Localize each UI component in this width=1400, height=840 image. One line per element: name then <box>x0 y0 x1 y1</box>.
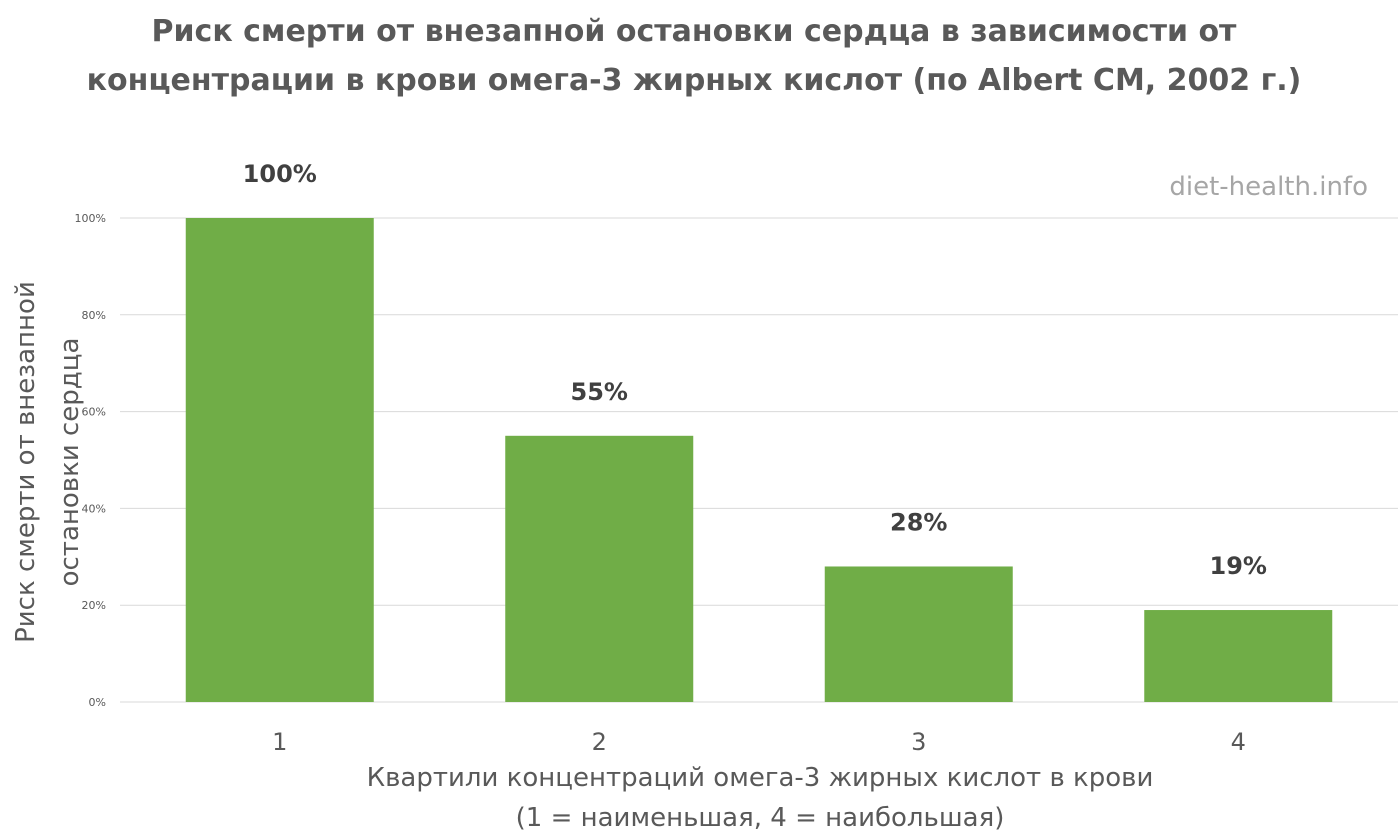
data-label: 55% <box>571 378 628 406</box>
data-label: 100% <box>243 160 317 188</box>
bar <box>185 218 374 702</box>
data-label: 19% <box>1210 552 1267 580</box>
y-tick-label: 100% <box>75 212 106 225</box>
y-tick-label: 80% <box>82 309 106 322</box>
y-tick-label: 0% <box>89 696 106 709</box>
data-label: 28% <box>890 508 947 536</box>
chart-title-line-1: Риск смерти от внезапной остановки сердц… <box>151 14 1237 49</box>
y-tick-label: 40% <box>82 502 106 515</box>
y-tick-label: 60% <box>82 406 106 419</box>
bar <box>1144 610 1333 702</box>
x-tick-label: 4 <box>1231 728 1246 756</box>
x-axis-label-line-2: (1 = наименьшая, 4 = наибольшая) <box>515 803 1005 833</box>
bar <box>505 435 694 702</box>
watermark: diet-health.info <box>1169 172 1368 202</box>
x-tick-label: 3 <box>911 728 926 756</box>
x-axis-label: Квартили концентраций омега-3 жирных кис… <box>120 758 1400 838</box>
x-axis-label-line-1: Квартили концентраций омега-3 жирных кис… <box>366 763 1154 793</box>
y-tick-label: 20% <box>82 599 106 612</box>
x-tick-label: 1 <box>272 728 287 756</box>
x-tick-label: 2 <box>592 728 607 756</box>
bar <box>824 566 1013 702</box>
chart-title-line-2: концентрации в крови омега-3 жирных кисл… <box>86 63 1302 98</box>
